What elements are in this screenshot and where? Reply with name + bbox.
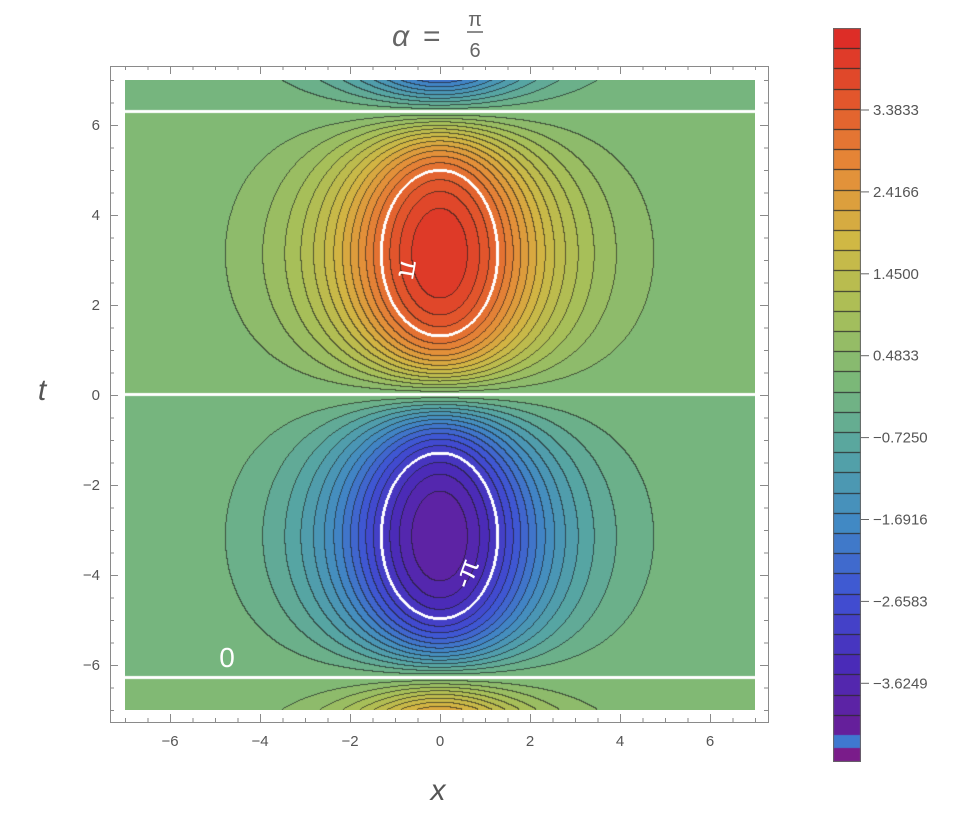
- y-tick-label: 0: [92, 387, 100, 404]
- y-tick-label: 4: [92, 207, 100, 224]
- contour-label-zero: 0: [219, 642, 235, 673]
- colorbar-tick-label: 1.4500: [873, 266, 919, 283]
- x-tick-label: 4: [616, 733, 624, 750]
- y-axis-label: t: [38, 374, 48, 407]
- y-tick-label: −6: [83, 657, 100, 674]
- plot-title: α = π 6: [392, 9, 483, 62]
- contour-label-minus-pi: -π: [446, 555, 485, 593]
- x-tick-label: 6: [706, 733, 714, 750]
- y-tick-labels: −6 −4 −2 0 2 4 6: [83, 117, 100, 674]
- x-tick-label: −6: [161, 733, 178, 750]
- x-axis-label: x: [429, 774, 447, 807]
- x-tick-label: 0: [436, 733, 444, 750]
- colorbar-tick-label: −0.7250: [873, 430, 928, 447]
- colorbar-tick-label: 2.4166: [873, 184, 919, 201]
- colorbar-tick-label: −2.6583: [873, 593, 928, 610]
- y-tick-label: 2: [92, 297, 100, 314]
- y-tick-label: −4: [83, 567, 100, 584]
- colorbar-ticks: 3.3833 2.4166 1.4500 0.4833 −0.7250 −1.6916 −2…: [861, 102, 928, 692]
- y-tick-label: 6: [92, 117, 100, 134]
- title-equals: =: [423, 20, 441, 53]
- x-tick-labels: −6 −4 −2 0 2 4 6: [161, 733, 714, 750]
- title-alpha: α: [392, 20, 410, 53]
- title-denominator: 6: [469, 40, 480, 62]
- axis-ticks: [110, 66, 768, 722]
- colorbar-tick-label: 3.3833: [873, 102, 919, 119]
- y-tick-label: −2: [83, 477, 100, 494]
- x-tick-label: −4: [251, 733, 268, 750]
- colorbar-tick-label: −1.6916: [873, 512, 928, 529]
- contour-label-pi: π: [392, 257, 426, 281]
- colorbar-tick-label: −3.6249: [873, 675, 928, 692]
- colorbar-tick-label: 0.4833: [873, 348, 919, 365]
- x-tick-label: 2: [526, 733, 534, 750]
- contour-fill: [125, 80, 755, 710]
- x-tick-label: −2: [341, 733, 358, 750]
- plot-frame: [110, 66, 769, 723]
- colorbar: [833, 28, 861, 762]
- title-numerator: π: [468, 9, 482, 31]
